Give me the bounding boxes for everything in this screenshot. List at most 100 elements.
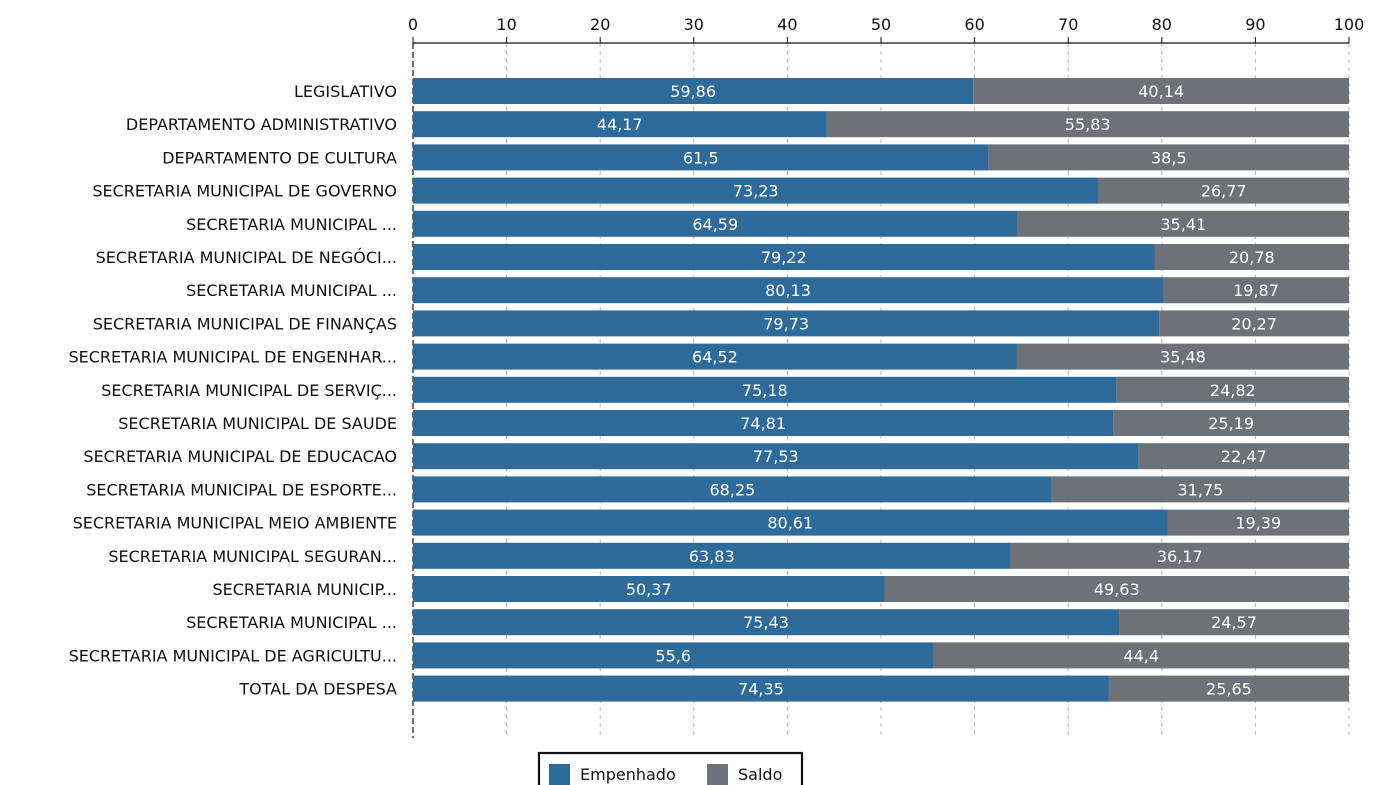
x-tick-label: 0 <box>408 15 418 34</box>
bar-empenhado <box>413 111 827 138</box>
x-tick-label: 100 <box>1334 15 1365 34</box>
bar-empenhado <box>413 509 1168 536</box>
x-tick-label: 40 <box>777 15 797 34</box>
bar-label-empenhado: 63,83 <box>689 547 735 566</box>
x-tick-label: 70 <box>1058 15 1078 34</box>
bar-saldo <box>988 144 1349 171</box>
bar-saldo <box>1163 277 1349 304</box>
legend-label-1: Saldo <box>738 765 782 784</box>
bar-label-empenhado: 64,59 <box>692 215 738 234</box>
bar-empenhado <box>413 177 1099 204</box>
bar-empenhado <box>413 244 1155 270</box>
bar-label-saldo: 20,27 <box>1231 314 1277 333</box>
x-tick-label: 90 <box>1245 15 1265 34</box>
category-label: DEPARTAMENTO DE CULTURA <box>162 148 397 167</box>
legend-swatch-1 <box>707 764 728 785</box>
bar-saldo <box>1167 509 1349 536</box>
bar-label-saldo: 49,63 <box>1094 580 1140 599</box>
bar-label-saldo: 24,82 <box>1210 381 1256 400</box>
x-tick-label: 50 <box>871 15 891 34</box>
bar-label-saldo: 20,78 <box>1229 248 1275 267</box>
bar-label-empenhado: 75,43 <box>743 613 789 632</box>
bar-label-saldo: 40,14 <box>1138 82 1184 101</box>
bar-saldo <box>973 78 1349 104</box>
category-label: SECRETARIA MUNICIP... <box>212 580 397 599</box>
category-label: SECRETARIA MUNICIPAL DE GOVERNO <box>92 182 397 201</box>
legend-box <box>537 751 804 785</box>
bar-label-saldo: 31,75 <box>1178 480 1224 499</box>
bar-empenhado <box>413 210 1018 237</box>
x-tick-label: 60 <box>964 15 984 34</box>
category-label: SECRETARIA MUNICIPAL DE EDUCACAO <box>83 447 397 466</box>
x-tick-label: 80 <box>1152 15 1172 34</box>
bar-label-empenhado: 73,23 <box>733 182 779 201</box>
bar-empenhado <box>413 642 934 669</box>
bar-empenhado <box>413 609 1120 636</box>
bar-empenhado <box>413 376 1117 403</box>
bar-empenhado <box>413 343 1017 370</box>
bar-saldo <box>1051 476 1349 503</box>
bar-empenhado <box>413 443 1139 470</box>
category-label: SECRETARIA MUNICIPAL DE SAUDE <box>118 414 397 433</box>
category-label: SECRETARIA MUNICIPAL DE SERVIÇ... <box>101 381 397 400</box>
bar-saldo <box>1017 210 1349 237</box>
category-label: SECRETARIA MUNICIPAL DE AGRICULTU... <box>69 646 397 665</box>
bar-label-saldo: 44,4 <box>1123 646 1159 665</box>
category-label: DEPARTAMENTO ADMINISTRATIVO <box>126 115 397 134</box>
bar-label-empenhado: 61,5 <box>683 148 719 167</box>
bar-label-saldo: 35,48 <box>1160 348 1206 367</box>
bar-label-empenhado: 55,6 <box>655 646 691 665</box>
bar-label-saldo: 19,87 <box>1233 281 1279 300</box>
bar-label-empenhado: 79,73 <box>763 314 809 333</box>
bar-saldo <box>1098 177 1349 204</box>
bar-label-saldo: 38,5 <box>1151 148 1187 167</box>
bar-label-empenhado: 79,22 <box>761 248 807 267</box>
bar-label-empenhado: 80,61 <box>767 514 813 533</box>
bar-empenhado <box>413 542 1011 569</box>
legend: Empenhado Saldo <box>537 751 804 785</box>
category-label: SECRETARIA MUNICIPAL ... <box>186 281 397 300</box>
bar-label-saldo: 26,77 <box>1201 182 1247 201</box>
bars: 59,86 40,14 44,17 55,83 61,5 38,5 73,23 26,77 64… <box>413 78 1349 702</box>
category-label: SECRETARIA MUNICIPAL DE FINANÇAS <box>93 314 397 333</box>
bar-empenhado <box>413 576 885 602</box>
bar-label-saldo: 36,17 <box>1157 547 1203 566</box>
bar-empenhado <box>413 78 974 104</box>
bar-empenhado <box>413 144 989 171</box>
x-tick-label: 30 <box>684 15 704 34</box>
bar-label-empenhado: 74,35 <box>738 680 784 699</box>
bar-label-empenhado: 50,37 <box>626 580 672 599</box>
bar-empenhado <box>413 410 1114 436</box>
bar-empenhado <box>413 476 1052 503</box>
category-label: LEGISLATIVO <box>294 82 397 101</box>
bar-label-saldo: 22,47 <box>1221 447 1267 466</box>
bar-saldo <box>1108 675 1349 702</box>
bar-label-empenhado: 59,86 <box>670 82 716 101</box>
category-label: SECRETARIA MUNICIPAL MEIO AMBIENTE <box>73 514 397 533</box>
bar-empenhado <box>413 675 1109 702</box>
bar-label-saldo: 25,65 <box>1206 680 1252 699</box>
category-label: TOTAL DA DESPESA <box>238 680 397 699</box>
bar-saldo <box>1010 542 1349 569</box>
bar-label-empenhado: 80,13 <box>765 281 811 300</box>
bar-empenhado <box>413 277 1164 304</box>
bar-saldo <box>1138 443 1349 470</box>
category-label: SECRETARIA MUNICIPAL DE NEGÓCI... <box>96 248 397 267</box>
category-label: SECRETARIA MUNICIPAL SEGURAN... <box>108 547 397 566</box>
bar-label-saldo: 24,57 <box>1211 613 1257 632</box>
legend-swatch-0 <box>549 764 570 785</box>
bar-label-empenhado: 74,81 <box>740 414 786 433</box>
bar-saldo <box>933 642 1349 669</box>
category-label: SECRETARIA MUNICIPAL DE ENGENHAR... <box>68 348 397 367</box>
bar-label-saldo: 35,41 <box>1160 215 1206 234</box>
bar-saldo <box>1016 343 1349 370</box>
bar-label-saldo: 19,39 <box>1235 514 1281 533</box>
category-labels: LEGISLATIVO DEPARTAMENTO ADMINISTRATIVO DE… <box>68 82 397 699</box>
category-label: SECRETARIA MUNICIPAL DE ESPORTE... <box>86 480 397 499</box>
bar-label-saldo: 25,19 <box>1208 414 1254 433</box>
bar-saldo <box>884 576 1349 602</box>
category-label: SECRETARIA MUNICIPAL ... <box>186 613 397 632</box>
bar-label-empenhado: 44,17 <box>597 115 643 134</box>
bar-empenhado <box>413 310 1160 337</box>
